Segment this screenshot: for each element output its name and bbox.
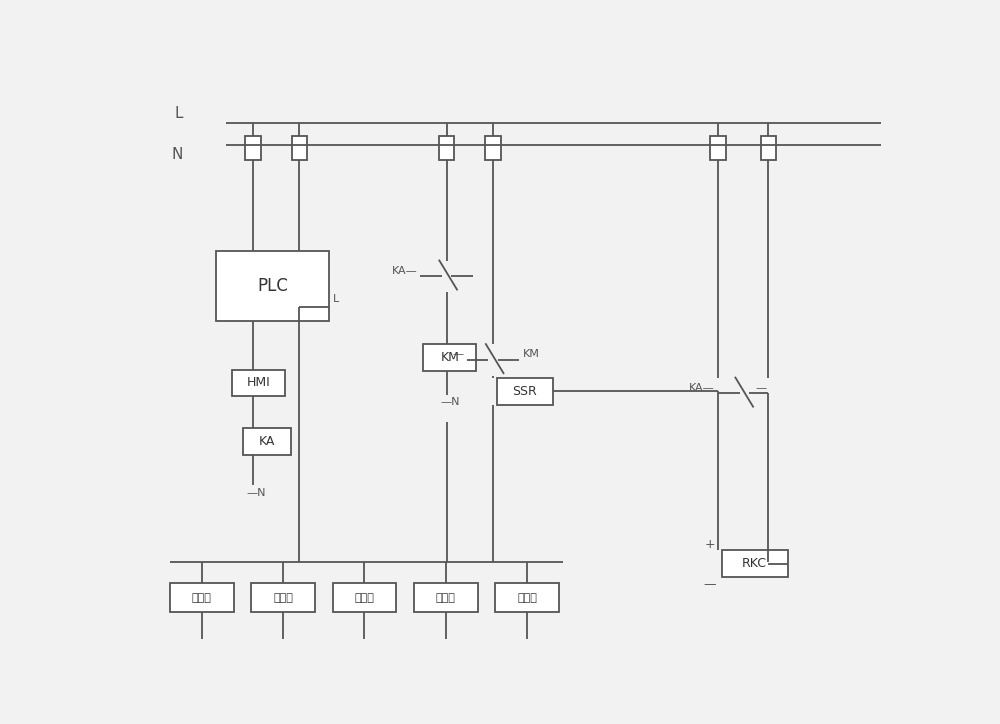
Text: L: L — [175, 106, 183, 121]
Text: KM: KM — [523, 350, 539, 360]
Bar — [761, 137, 776, 160]
Bar — [232, 369, 285, 396]
Text: +: + — [705, 537, 716, 550]
Bar — [722, 550, 788, 578]
Text: 加热器: 加热器 — [273, 592, 293, 602]
Bar — [243, 428, 291, 455]
Text: N: N — [172, 146, 183, 161]
Text: KA: KA — [259, 435, 275, 448]
Bar — [170, 583, 234, 612]
Bar — [423, 345, 476, 371]
Text: KM: KM — [440, 351, 459, 364]
Text: SSR: SSR — [513, 384, 537, 397]
Text: —: — — [453, 350, 464, 360]
Text: —N: —N — [246, 488, 266, 498]
Bar — [245, 137, 261, 160]
Text: —: — — [703, 578, 716, 591]
Bar — [251, 583, 315, 612]
Bar — [439, 137, 454, 160]
Text: —N: —N — [440, 397, 459, 407]
Text: L: L — [333, 294, 339, 304]
Text: KA—: KA— — [391, 266, 417, 276]
Text: 加热器: 加热器 — [192, 592, 212, 602]
Text: RKC: RKC — [742, 557, 767, 570]
Bar — [216, 251, 329, 321]
Text: 加热器: 加热器 — [436, 592, 456, 602]
Text: 加热器: 加热器 — [517, 592, 537, 602]
Text: PLC: PLC — [257, 277, 288, 295]
Text: 加热器: 加热器 — [355, 592, 374, 602]
Text: HMI: HMI — [246, 376, 270, 390]
Bar — [485, 137, 501, 160]
Bar — [292, 137, 307, 160]
Bar — [495, 583, 559, 612]
Text: KA—: KA— — [689, 383, 715, 393]
Bar — [497, 378, 553, 405]
Text: —: — — [755, 383, 766, 393]
Bar — [710, 137, 726, 160]
Bar — [333, 583, 396, 612]
Bar — [414, 583, 478, 612]
